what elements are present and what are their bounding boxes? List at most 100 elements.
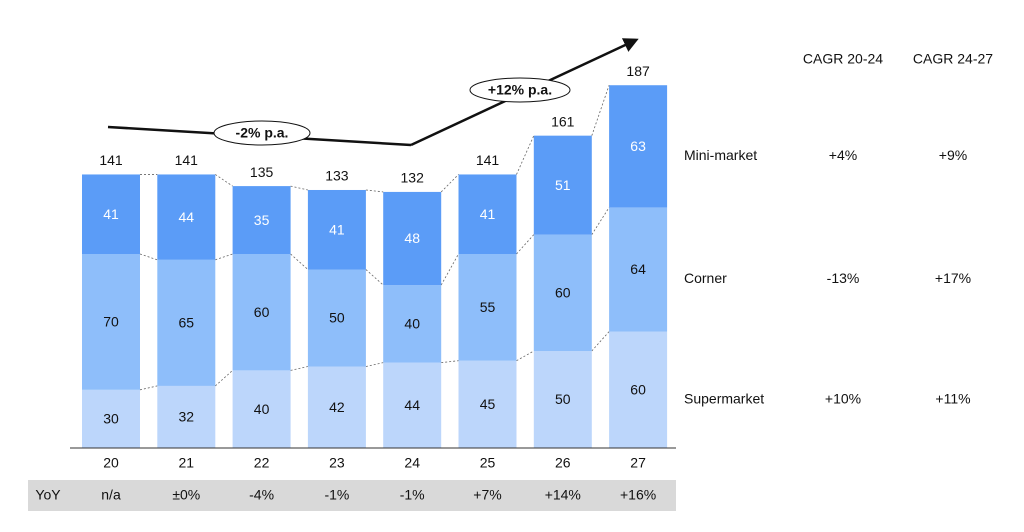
annotation-bubble [213,120,311,146]
value-label: 65 [179,315,195,331]
connector [365,269,384,286]
value-label: 44 [179,209,195,225]
value-label: 55 [480,299,496,315]
connector [215,253,233,261]
connector [516,135,535,175]
value-label: 64 [630,261,646,277]
legend-label: Supermarket [684,391,764,407]
yoy-value: n/a [101,487,121,503]
yoy-value: -1% [400,487,425,503]
cagr-value: +10% [825,391,861,407]
bar-segment [533,234,592,351]
value-label: 70 [103,314,119,330]
total-label: 187 [626,63,650,79]
connector [591,85,610,136]
value-label: 63 [630,138,646,154]
total-label: 132 [401,170,425,186]
cagr-value: -13% [827,270,860,286]
value-label: 30 [103,411,119,427]
connector [516,234,535,255]
annotation: +12% p.a. [488,82,552,98]
legend-label: Mini-market [684,147,757,163]
yoy-value: -4% [249,487,274,503]
x-tick-label: 25 [480,455,496,471]
connector [290,366,308,371]
value-label: 41 [329,221,345,237]
legend-label: Corner [684,270,727,286]
bar-segment [609,331,668,448]
value-label: 50 [329,310,345,326]
bar-segment [82,174,140,254]
cagr-value: +4% [829,147,857,163]
yoy-value: -1% [324,487,349,503]
bar-segment [157,174,216,260]
yoy-band [28,480,676,511]
cagr-header: CAGR 24-27 [913,51,993,67]
bar-segment [232,370,291,448]
bar-segment [232,254,291,371]
bar-segment [383,285,442,363]
bar-segment [533,135,592,235]
total-label: 141 [99,152,123,168]
total-label: 133 [325,168,349,184]
yoy-label: YoY [35,487,61,503]
bar-segment [383,191,442,286]
x-tick-label: 24 [404,455,420,471]
cagr-header: CAGR 20-24 [803,51,883,67]
bar-segment [533,351,592,448]
x-tick-label: 26 [555,455,571,471]
value-label: 35 [254,212,270,228]
value-label: 41 [480,206,496,222]
total-label: 161 [551,113,575,129]
cagr-value: +17% [935,270,971,286]
value-label: 60 [254,304,270,320]
bar-segment [82,254,140,390]
x-tick-label: 27 [630,455,646,471]
value-label: 40 [254,401,270,417]
yoy-value: ±0% [172,487,200,503]
connector [215,174,233,187]
connector [365,189,384,193]
total-label: 141 [476,152,500,168]
bar-segment [383,362,442,448]
bar-segment [307,366,366,448]
bar-segment [232,186,291,254]
bar-segment [458,254,517,361]
x-tick-label: 20 [103,455,119,471]
connector [516,350,534,362]
connector [365,362,384,367]
value-label: 50 [555,391,571,407]
cagr-value: +11% [935,391,970,407]
x-tick-label: 22 [254,455,270,471]
bar-segment [458,174,517,254]
connector [440,253,459,286]
bar-segment [307,189,366,270]
value-label: 44 [404,397,420,413]
connector [290,253,309,270]
bar-segment [609,207,668,332]
value-label: 40 [404,316,420,332]
value-label: 45 [480,396,496,412]
yoy-value: +7% [473,487,501,503]
value-label: 48 [404,230,420,246]
x-tick-label: 21 [179,455,195,471]
value-label: 42 [329,399,345,415]
connector [441,360,459,364]
bar-segment [458,360,517,448]
total-label: 141 [175,152,199,168]
cagr-value: +9% [939,147,967,163]
connector [215,370,233,387]
connector [591,207,610,235]
connector [139,385,158,391]
value-label: 51 [555,177,571,193]
annotation-bubble [469,77,571,103]
bar-segment [157,259,216,386]
total-label: 135 [250,164,274,180]
connector [440,174,459,193]
bar-segment [307,269,366,367]
yoy-value: +16% [620,487,656,503]
connector [290,185,308,191]
value-label: 41 [103,206,119,222]
